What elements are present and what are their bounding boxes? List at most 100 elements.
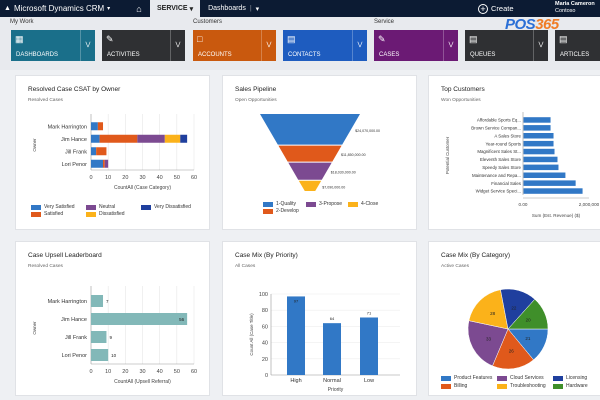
data-label: 20	[526, 318, 532, 323]
chevron-down-icon[interactable]: ⋁	[170, 30, 185, 61]
legend-item[interactable]: Licensing	[553, 375, 587, 381]
y-tick-label: Year-round Sports	[486, 141, 522, 146]
chart-upsell: 0 10 20 30 40 50 60 Mark Harrington 7 Jim Hance 56…	[32, 286, 197, 385]
legend-item[interactable]: Product Features	[441, 375, 492, 381]
user-info[interactable]: Maria Cameron Contoso	[555, 1, 595, 15]
home-button[interactable]: ⌂	[128, 4, 150, 14]
legend-label: Hardware	[566, 383, 588, 389]
y-tick-label: Lori Penor	[62, 162, 88, 168]
panel-title[interactable]: Top Customers	[441, 86, 485, 93]
bar-segment	[91, 134, 100, 143]
tile-label: ACCOUNTS	[198, 52, 232, 58]
legend-swatch	[263, 208, 273, 214]
panel-title[interactable]: Case Mix (By Category)	[441, 252, 510, 259]
panel-title[interactable]: Case Upsell Leaderboard	[28, 252, 102, 259]
bar	[523, 148, 555, 155]
data-label: $11,850,000.00	[341, 153, 366, 157]
legend-item[interactable]: Cloud Services	[497, 375, 544, 381]
chevron-down-icon[interactable]: ⋁	[352, 30, 367, 61]
legend-swatch	[263, 201, 273, 207]
tile-dashboards[interactable]: ▦ DASHBOARDS ⋁	[11, 30, 95, 61]
legend-label: 4-Close	[361, 201, 379, 207]
section-selector[interactable]: Dashboards | ▾	[200, 5, 267, 13]
legend-label: Satisfied	[44, 211, 64, 217]
tile-cases[interactable]: ✎ CASES ⋁	[374, 30, 458, 61]
bar	[91, 331, 107, 343]
chevron-down-icon[interactable]: ⋁	[80, 30, 95, 61]
x-tick-label: 20	[122, 369, 128, 375]
panel-category: Case Mix (By Category) Active Cases 21 26…	[428, 241, 600, 396]
legend-item[interactable]: 1-Quality	[263, 201, 296, 207]
legend-item[interactable]: Satisfied	[31, 211, 63, 217]
clipboard-icon: ✎	[106, 34, 114, 44]
legend-item[interactable]: 2-Develop	[263, 208, 299, 214]
legend-item[interactable]: Dissatisfied	[86, 211, 125, 217]
data-label: 7	[106, 299, 109, 304]
pie-slice	[468, 289, 509, 330]
legend-item[interactable]: 3-Propose	[306, 201, 342, 207]
data-label: 10	[111, 353, 117, 358]
panel-title[interactable]: Resolved Case CSAT by Owner	[28, 86, 121, 93]
app-menu[interactable]: ▲ Microsoft Dynamics CRM ▾	[0, 4, 128, 13]
divider: |	[249, 5, 252, 12]
y-axis-title: Owner	[32, 321, 37, 335]
area-selector[interactable]: SERVICE ▾	[150, 0, 201, 17]
legend-item[interactable]: Very Satisfied	[31, 204, 75, 210]
chevron-down-icon[interactable]: ⋁	[443, 30, 458, 61]
y-axis-title: Potential Customer	[445, 136, 450, 174]
tile-label: CASES	[379, 52, 400, 58]
legend-swatch	[86, 204, 96, 210]
tile-accounts[interactable]: □ ACCOUNTS ⋁	[193, 30, 276, 61]
panel-title[interactable]: Sales Pipeline	[235, 86, 277, 93]
panel-priority: Case Mix (By Priority) All Cases 0 20 40 60…	[222, 241, 417, 396]
bar	[523, 140, 554, 147]
legend-swatch	[553, 383, 563, 389]
panel-title[interactable]: Case Mix (By Priority)	[235, 252, 298, 259]
chart-customers: Affordable Sports Eq... Brown Service Com…	[445, 112, 600, 218]
tile-articles[interactable]: ▤ ARTICLES	[555, 30, 600, 61]
legend-item[interactable]: Hardware	[553, 383, 588, 389]
legend-item[interactable]: Very Dissatisfied	[141, 204, 191, 210]
bar	[360, 317, 378, 375]
legend-item[interactable]: Billing	[441, 383, 467, 389]
funnel-segment	[278, 145, 342, 162]
tile-contacts[interactable]: ▤ CONTACTS ⋁	[283, 30, 367, 61]
legend-item[interactable]: 4-Close	[348, 201, 378, 207]
bar-segment	[97, 122, 104, 131]
data-label: 71	[367, 310, 372, 315]
user-name: Maria Cameron	[555, 1, 595, 7]
data-label: $24,070,000.00	[355, 129, 380, 133]
create-label: Create	[491, 4, 514, 13]
y-tick-label: Mark Harrington	[48, 299, 87, 305]
y-axis-title: Owner	[32, 138, 37, 152]
tile-queues[interactable]: ▤ QUEUES ⋁	[465, 30, 548, 61]
x-tick-label: 10	[105, 175, 111, 181]
create-button[interactable]: + Create	[478, 0, 514, 17]
bar	[523, 188, 583, 194]
bar	[523, 125, 551, 131]
tile-activities[interactable]: ✎ ACTIVITIES ⋁	[102, 30, 185, 61]
legend-swatch	[141, 204, 151, 210]
bar-segment	[164, 134, 181, 143]
bar	[91, 295, 104, 307]
bar-segment	[91, 122, 98, 131]
funnel-segment	[298, 180, 322, 191]
panel-csat: Resolved Case CSAT by Owner Resolved Cas…	[15, 75, 210, 230]
legend-item[interactable]: Troubleshooting	[497, 383, 546, 389]
legend-swatch	[497, 383, 507, 389]
x-tick-label: 50	[174, 369, 180, 375]
y-tick-label: Speedy Sales Store	[482, 165, 521, 170]
bar	[323, 323, 341, 375]
chevron-down-icon[interactable]: ⋁	[533, 30, 548, 61]
legend-item[interactable]: Neutral	[86, 204, 115, 210]
chart-pipeline: $24,070,000.00 $11,850,000.00 $18,030,000.…	[260, 114, 380, 191]
chevron-down-icon[interactable]: ⋁	[261, 30, 276, 61]
tile-label: CONTACTS	[288, 52, 321, 58]
plus-circle-icon: +	[478, 3, 488, 14]
chevron-down-icon: ▾	[189, 5, 194, 13]
y-tick-label: 80	[262, 308, 268, 314]
y-tick-label: Financial Sales	[491, 181, 522, 186]
x-axis-title: Priority	[328, 387, 344, 393]
legend-swatch	[441, 375, 451, 381]
x-tick-label: Normal	[323, 378, 341, 384]
